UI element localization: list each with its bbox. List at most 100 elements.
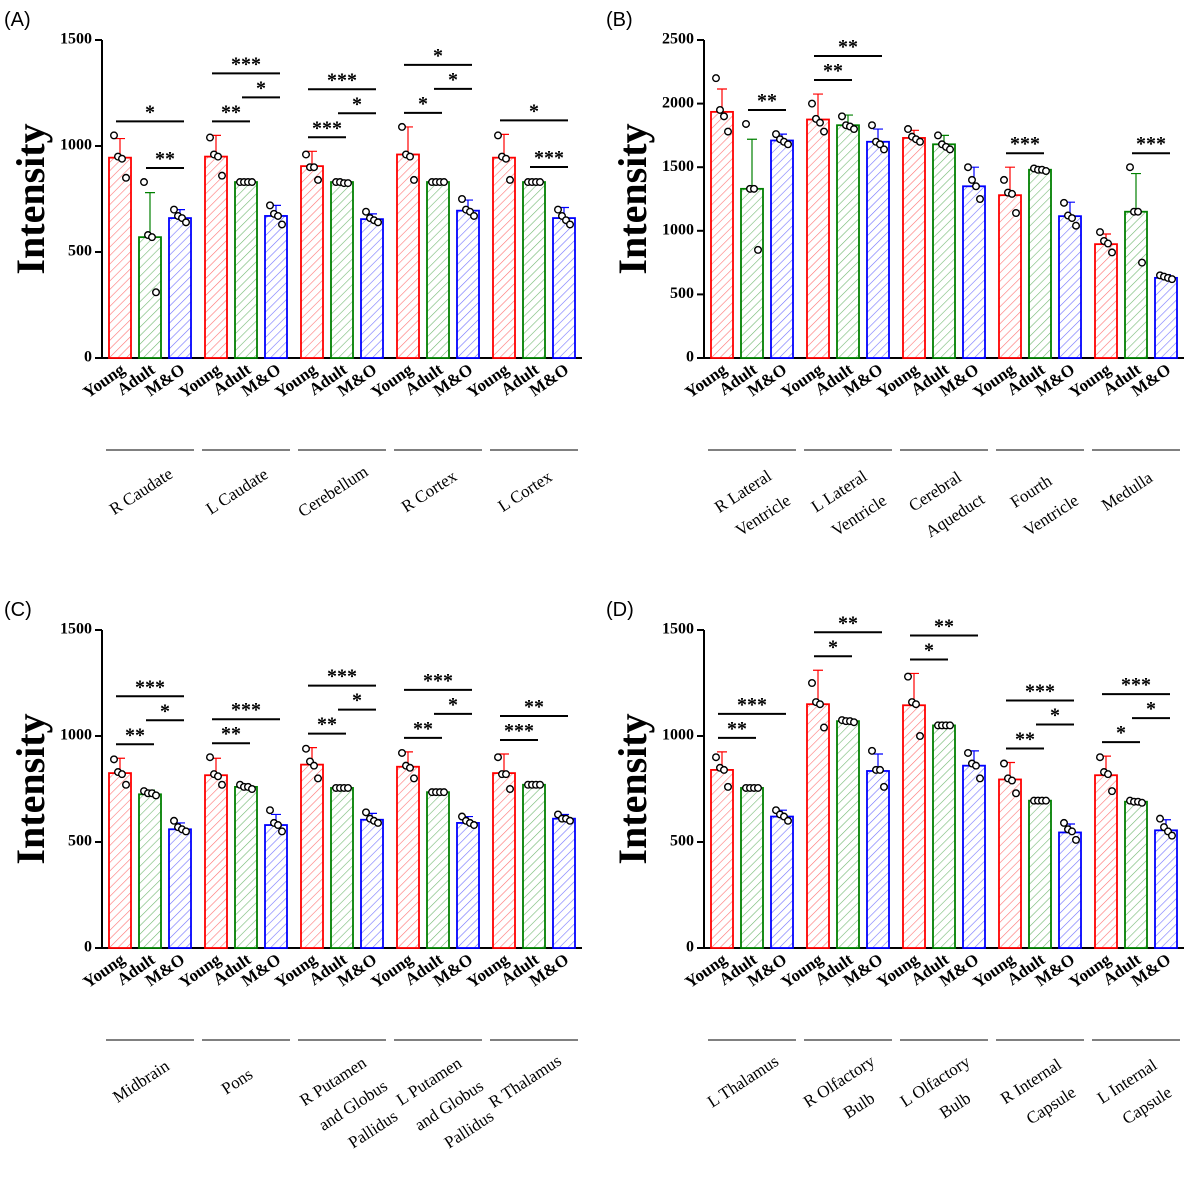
bar	[1058, 215, 1082, 359]
bar	[806, 703, 830, 949]
significance-label: ***	[1010, 133, 1040, 155]
data-point	[711, 74, 720, 83]
significance-label: **	[524, 696, 544, 718]
data-point	[849, 718, 858, 727]
bar	[264, 215, 288, 359]
significance-label: ***	[327, 666, 357, 688]
panel-label: (B)	[606, 9, 633, 31]
bar	[1028, 799, 1052, 949]
data-point	[362, 207, 371, 216]
data-point	[819, 127, 828, 136]
data-point	[205, 753, 214, 762]
bar	[806, 118, 830, 359]
region-label: Cerebellum	[295, 462, 372, 521]
data-point	[205, 133, 214, 142]
bar	[710, 110, 734, 359]
data-point	[213, 152, 222, 161]
data-point	[837, 112, 846, 121]
bar	[962, 185, 986, 359]
data-point	[278, 220, 287, 229]
data-point	[302, 150, 311, 159]
data-point	[1012, 789, 1021, 798]
data-point	[440, 178, 449, 187]
data-point	[719, 765, 728, 774]
data-point	[741, 119, 750, 128]
y-tick-label: 1500	[662, 158, 694, 175]
data-point	[715, 105, 724, 114]
bar	[1124, 800, 1148, 949]
significance-label: ***	[534, 147, 564, 169]
significance-label: **	[221, 101, 241, 123]
data-point	[536, 178, 545, 187]
y-tick-label: 1500	[662, 621, 694, 638]
y-tick-label: 1000	[662, 727, 694, 744]
bar	[836, 124, 860, 359]
bar	[360, 218, 384, 359]
significance-label: **	[1015, 729, 1035, 751]
bar	[836, 720, 860, 949]
data-point	[502, 770, 511, 779]
data-point	[916, 731, 925, 740]
data-point	[1008, 776, 1017, 785]
bar	[456, 822, 480, 949]
bar	[168, 828, 192, 949]
bar	[330, 181, 354, 359]
bar	[998, 194, 1022, 359]
data-point	[1072, 835, 1081, 844]
bar	[456, 209, 480, 359]
data-point	[1042, 167, 1051, 176]
region-label: R Caudate	[106, 464, 176, 519]
data-point	[1072, 221, 1081, 230]
significance-label: **	[823, 60, 843, 82]
data-point	[946, 721, 955, 730]
data-point	[274, 211, 283, 220]
data-point	[1138, 258, 1147, 267]
error-bar	[813, 669, 823, 705]
y-tick-label: 0	[84, 349, 92, 366]
data-point	[819, 723, 828, 732]
bar	[492, 156, 516, 359]
significance-label: **	[757, 90, 777, 112]
data-point	[109, 755, 118, 764]
data-point	[121, 173, 130, 182]
data-point	[109, 131, 118, 140]
data-point	[783, 816, 792, 825]
bar	[138, 793, 162, 949]
data-point	[398, 748, 407, 757]
data-point	[1096, 753, 1105, 762]
data-point	[719, 112, 728, 121]
data-point	[749, 184, 758, 193]
data-point	[868, 746, 877, 755]
bar	[902, 137, 926, 359]
y-tick-label: 500	[670, 833, 694, 850]
data-point	[1060, 198, 1069, 207]
significance-label: *	[352, 690, 362, 712]
data-point	[723, 782, 732, 791]
bar	[1154, 829, 1178, 949]
significance-label: *	[1146, 698, 1156, 720]
data-point	[807, 99, 816, 108]
bar	[1124, 210, 1148, 359]
bar	[204, 774, 228, 949]
bar	[1094, 774, 1118, 949]
data-point	[278, 827, 287, 836]
data-point	[972, 182, 981, 191]
data-point	[1134, 207, 1143, 216]
data-point	[1060, 818, 1069, 827]
data-point	[506, 784, 515, 793]
significance-label: **	[838, 612, 858, 634]
bar	[426, 181, 450, 359]
panel-label: (C)	[4, 599, 32, 621]
data-point	[946, 145, 955, 154]
data-point	[1096, 228, 1105, 237]
bar	[396, 153, 420, 359]
data-point	[876, 765, 885, 774]
data-point	[121, 780, 130, 789]
data-point	[1168, 275, 1177, 284]
significance-label: ***	[737, 694, 767, 716]
data-point	[247, 178, 256, 187]
panel: (C)Intensity050010001500YoungAdultM&OMid…	[4, 599, 582, 1152]
data-point	[274, 821, 283, 830]
